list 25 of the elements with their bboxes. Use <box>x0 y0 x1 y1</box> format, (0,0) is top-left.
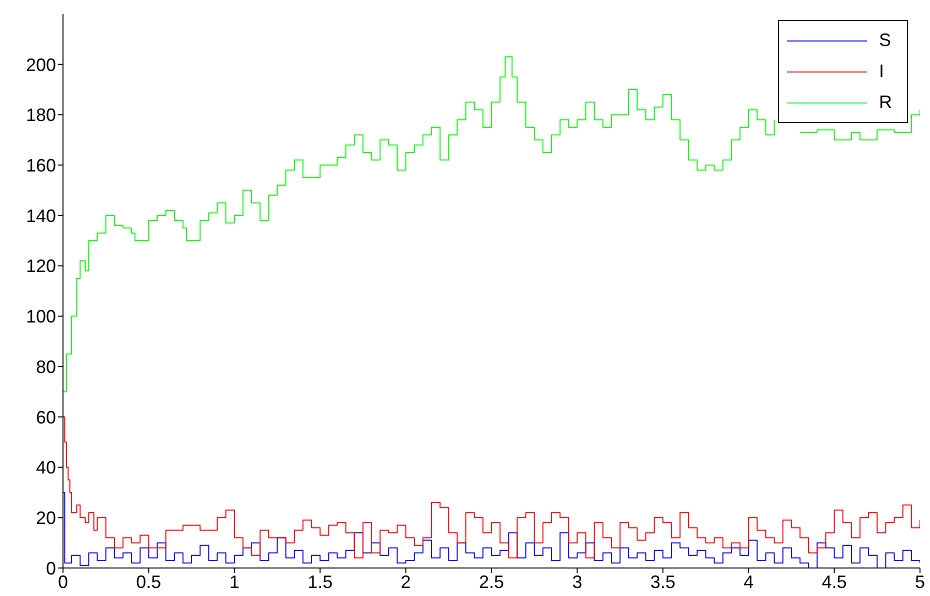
y-tick-label: 120 <box>26 256 56 276</box>
y-tick-label: 20 <box>36 508 56 528</box>
x-tick-label: 4 <box>744 572 754 592</box>
y-tick-label: 200 <box>26 54 56 75</box>
legend-label: R <box>879 92 892 113</box>
y-tick-label: 180 <box>26 105 56 126</box>
y-tick-label: 160 <box>26 155 56 176</box>
x-tick-label: 0.5 <box>136 572 162 592</box>
x-tick-label: 1.5 <box>308 572 333 592</box>
x-tick-label: 3 <box>572 572 582 592</box>
y-tick-label: 40 <box>36 458 56 478</box>
legend-label: I <box>879 61 884 82</box>
y-tick-label: 80 <box>36 356 56 377</box>
x-tick-label: 0 <box>58 572 68 592</box>
y-tick-label: 100 <box>26 306 56 327</box>
x-tick-label: 2.5 <box>478 572 504 592</box>
x-tick-label: 4.5 <box>822 572 847 592</box>
x-tick-label: 1 <box>229 572 240 592</box>
x-tick-label: 2 <box>400 572 411 592</box>
y-tick-label: 140 <box>26 206 56 226</box>
x-tick-label: 3.5 <box>650 572 676 592</box>
y-tick-label: 0 <box>46 558 56 578</box>
x-tick-label: 5 <box>914 572 926 592</box>
y-tick-label: 60 <box>36 407 56 428</box>
legend-label: S <box>879 30 892 51</box>
